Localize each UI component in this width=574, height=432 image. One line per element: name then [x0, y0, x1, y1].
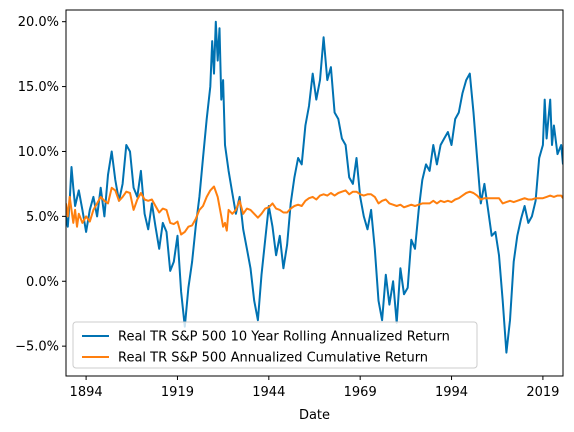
x-tick-label: 1944: [252, 385, 285, 400]
x-tick-label: 2019: [526, 385, 559, 400]
x-tick-label: 1969: [344, 385, 377, 400]
x-tick-label: 1894: [70, 385, 103, 400]
x-axis: 1894 1919 1944 1969 1994 2019: [70, 376, 559, 400]
y-axis: −5.0% 0.0% 5.0% 10.0% 15.0% 20.0%: [15, 15, 66, 355]
y-tick-label: 20.0%: [18, 15, 59, 30]
y-tick-label: 5.0%: [26, 210, 59, 225]
legend-label-1: Real TR S&P 500 10 Year Rolling Annualiz…: [118, 330, 450, 345]
y-tick-label: −5.0%: [15, 340, 59, 355]
x-tick-label: 1994: [435, 385, 468, 400]
legend-box: [72, 321, 478, 369]
axes-frame: [65, 9, 564, 377]
series-line-1: [66, 20, 563, 354]
x-axis-label: Date: [299, 408, 330, 423]
y-tick-label: 0.0%: [26, 275, 59, 290]
legend-label-2: Real TR S&P 500 Annualized Cumulative Re…: [118, 351, 428, 366]
series-line-2: [66, 185, 563, 236]
legend: Real TR S&P 500 10 Year Rolling Annualiz…: [72, 321, 478, 369]
y-tick-label: 15.0%: [18, 80, 59, 95]
series-layer: [66, 20, 563, 354]
y-tick-label: 10.0%: [18, 145, 59, 160]
x-tick-label: 1919: [161, 385, 194, 400]
